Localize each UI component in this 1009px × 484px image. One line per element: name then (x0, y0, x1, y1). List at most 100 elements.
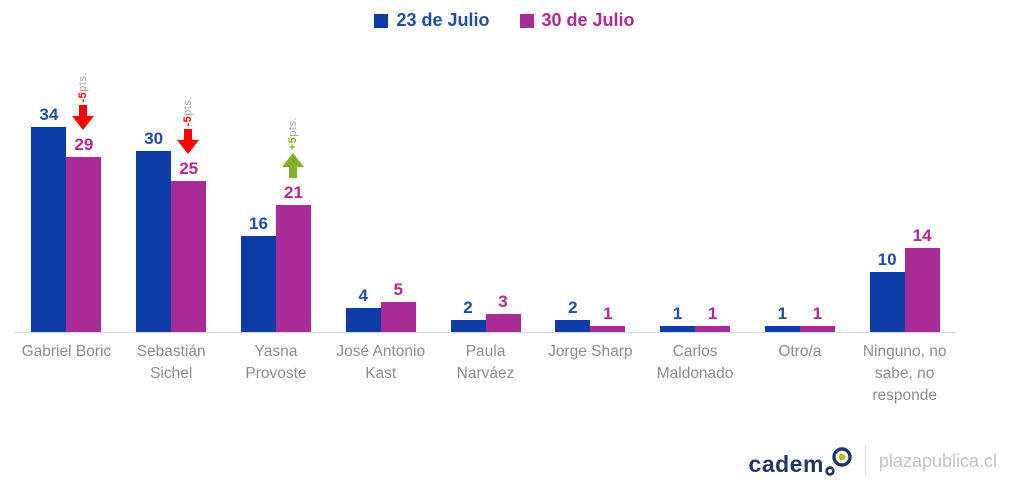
change-value: +5 (286, 136, 299, 151)
category-label: Sebastián Sichel (136, 343, 206, 382)
bar-23-de-julio (345, 307, 381, 332)
value-label: 1 (777, 303, 788, 323)
legend-label-23-de-julio: 23 de Julio (396, 10, 490, 30)
increase-arrow-icon (281, 153, 304, 179)
change-annotation: +5pts. (281, 117, 304, 179)
bar-23-de-julio (555, 319, 591, 332)
plot-area: 34 29 -5pts. 30 25 -5pts. 16 21 +5pts. 4 5 2 3 2 1 1 1 1 1… (14, 0, 957, 333)
category-label: Otro/a (778, 343, 822, 360)
cadem-logo: cadem (748, 446, 852, 477)
bar-column: 16 (240, 213, 276, 332)
bar-column: 14 (904, 225, 940, 332)
cadem-wordmark: cadem (748, 450, 824, 477)
bar-column: 34 (31, 105, 67, 332)
bar-column: 5 (380, 279, 416, 332)
change-text: -5pts. (77, 72, 89, 103)
bar-30-de-julio (904, 247, 940, 332)
category-label: Jorge Sharp (548, 343, 633, 360)
legend-swatch-30-de-julio (519, 13, 534, 28)
change-suffix: pts. (182, 95, 195, 116)
category-labels: Gabriel Boric Sebastián Sichel Yasna Provo… (14, 341, 957, 407)
bar-column: 3 (485, 291, 521, 332)
bar-23-de-julio (31, 126, 67, 332)
value-label: 29 (74, 135, 94, 155)
decrease-arrow-icon (177, 129, 200, 155)
value-label: 2 (463, 297, 473, 317)
legend-swatch-23-de-julio (374, 13, 389, 28)
category-label: Gabriel Boric (21, 343, 112, 360)
value-label: 14 (912, 225, 932, 245)
footer-divider (864, 446, 866, 476)
value-label: 25 (179, 159, 199, 179)
bar-30-de-julio (590, 325, 626, 332)
category-label: Carlos Maldonado (656, 343, 734, 382)
category-label: Yasna Provoste (245, 343, 307, 382)
bar-23-de-julio (240, 235, 276, 332)
change-text: -5pts. (182, 96, 194, 127)
bar-column: 1 (660, 303, 696, 332)
category-label: Ninguno, no sabe, no responde (862, 343, 947, 404)
legend-label-30-de-julio: 30 de Julio (541, 10, 635, 30)
bar-column: 21 (275, 183, 311, 332)
bar-30-de-julio (485, 313, 521, 332)
legend-item-23-de-julio: 23 de Julio (374, 10, 490, 31)
legend-item-30-de-julio: 30 de Julio (519, 10, 635, 31)
value-label: 1 (707, 303, 718, 323)
change-annotation: -5pts. (177, 96, 200, 155)
bar-23-de-julio (764, 325, 800, 332)
bar-column: 1 (695, 303, 731, 332)
bar-30-de-julio (695, 325, 731, 332)
cadem-logo-icon (825, 446, 852, 476)
bar-23-de-julio (136, 151, 172, 332)
footer: cadem plazapublica.cl (749, 446, 997, 476)
bar-column: 30 (136, 129, 172, 332)
chart-legend: 23 de Julio 30 de Julio (0, 10, 1009, 31)
bar-group-9: 10 14 (852, 0, 957, 332)
bar-group-2: 30 25 -5pts. (119, 0, 224, 332)
value-label: 16 (248, 213, 268, 233)
change-value: -5 (182, 115, 195, 127)
bar-30-de-julio (799, 325, 835, 332)
value-label: 30 (144, 129, 164, 149)
change-text: +5pts. (287, 117, 299, 150)
bar-group-1: 34 29 -5pts. (14, 0, 119, 332)
bar-column: 1 (590, 303, 626, 332)
value-label: 1 (603, 303, 613, 323)
category-label: José Antonio Kast (336, 343, 426, 382)
bar-30-de-julio (66, 157, 102, 332)
bar-column: 2 (555, 297, 591, 332)
bar-30-de-julio (171, 181, 207, 332)
bar-30-de-julio (380, 301, 416, 332)
change-annotation: -5pts. (72, 72, 95, 131)
bar-column: 29 (66, 135, 102, 332)
bar-23-de-julio (869, 271, 905, 332)
bar-group-3: 16 21 +5pts. (224, 0, 329, 332)
value-label: 10 (877, 249, 897, 269)
bar-column: 25 (171, 159, 207, 332)
change-suffix: pts. (77, 71, 90, 92)
bar-column: 1 (764, 303, 800, 332)
decrease-arrow-icon (72, 105, 95, 131)
value-label: 1 (672, 303, 683, 323)
value-label: 1 (812, 303, 823, 323)
bar-column: 2 (450, 297, 486, 332)
bar-23-de-julio (450, 319, 486, 332)
value-label: 21 (283, 183, 303, 203)
bar-23-de-julio (660, 325, 696, 332)
value-label: 4 (358, 285, 368, 305)
value-label: 2 (568, 297, 578, 317)
bar-column: 4 (345, 285, 381, 332)
bar-30-de-julio (275, 205, 311, 332)
footer-site-label: plazapublica.cl (878, 450, 997, 471)
change-value: -5 (77, 91, 90, 103)
value-label: 3 (498, 291, 508, 311)
value-label: 5 (393, 279, 403, 299)
bar-column: 10 (869, 249, 905, 332)
category-label: Paula Narváez (456, 343, 515, 382)
change-suffix: pts. (286, 117, 299, 137)
